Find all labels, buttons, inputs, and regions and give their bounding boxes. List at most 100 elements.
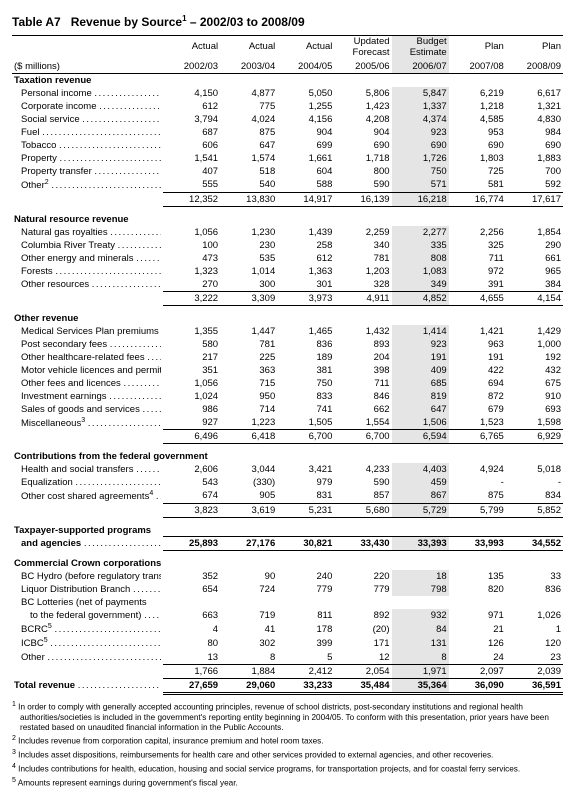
row-label: Health and social transfers ............… [12, 463, 163, 476]
cell: 33,430 [334, 537, 391, 551]
cell: 191 [449, 351, 506, 364]
cell: 1,056 [163, 226, 220, 239]
row-label: and agencies ...........................… [12, 537, 163, 551]
row-label: to the federal government) .............… [12, 609, 163, 622]
cell: 953 [449, 126, 506, 139]
cell: 892 [334, 609, 391, 622]
subtotal-cell: 1,971 [392, 664, 449, 678]
cell: 1,718 [334, 152, 391, 165]
cell: 4,233 [334, 463, 391, 476]
row-label: Sales of goods and services ............… [12, 403, 163, 416]
cell: 1,056 [163, 377, 220, 390]
subtotal-cell: 5,799 [449, 503, 506, 517]
cell: 831 [277, 489, 334, 503]
cell: 693 [506, 403, 563, 416]
subtotal-cell: 1,884 [220, 664, 277, 678]
cell: 1,014 [220, 265, 277, 278]
cell: 535 [220, 252, 277, 265]
cell: 3,794 [163, 113, 220, 126]
row-label: Social service .........................… [12, 113, 163, 126]
cell: 1,323 [163, 265, 220, 278]
cell: 225 [220, 351, 277, 364]
subtotal-cell: 6,496 [163, 430, 220, 444]
subtotal-cell: 6,418 [220, 430, 277, 444]
subtotal-cell: 1,766 [163, 664, 220, 678]
cell: 875 [449, 489, 506, 503]
cell: 335 [392, 239, 449, 252]
cell: 5,847 [392, 87, 449, 100]
cell: 432 [506, 364, 563, 377]
subtotal-cell: 17,617 [506, 192, 563, 206]
cell: 301 [277, 278, 334, 292]
cell: 581 [449, 178, 506, 192]
cell: 1,432 [334, 325, 391, 338]
cell: 340 [334, 239, 391, 252]
cell: 120 [506, 636, 563, 650]
cell: 290 [506, 239, 563, 252]
subtotal-cell: 3,222 [163, 291, 220, 305]
cell: 690 [506, 139, 563, 152]
row-label: Property transfer ......................… [12, 165, 163, 178]
cell: 1,465 [277, 325, 334, 338]
cell: 30,821 [277, 537, 334, 551]
footnote: 5 Amounts represent earnings during gove… [12, 777, 563, 789]
cell: 905 [220, 489, 277, 503]
cell: 90 [220, 570, 277, 583]
cell: 459 [392, 476, 449, 489]
cell: 126 [449, 636, 506, 650]
cell: 904 [277, 126, 334, 139]
grand-total-cell: 36,090 [449, 678, 506, 693]
cell: 381 [277, 364, 334, 377]
cell: 715 [220, 377, 277, 390]
row-label: Other2 .................................… [12, 178, 163, 192]
cell: 972 [449, 265, 506, 278]
footnotes: 1 In order to comply with generally acce… [12, 701, 563, 789]
cell: 694 [449, 377, 506, 390]
cell: 775 [220, 100, 277, 113]
cell: 325 [449, 239, 506, 252]
cell: 819 [392, 390, 449, 403]
cell: 714 [220, 403, 277, 416]
cell: 750 [392, 165, 449, 178]
cell: 910 [506, 390, 563, 403]
cell: 4,924 [449, 463, 506, 476]
subtotal-cell: 6,594 [392, 430, 449, 444]
cell: 836 [277, 338, 334, 351]
subtotal-cell: 3,619 [220, 503, 277, 517]
cell: 230 [220, 239, 277, 252]
row-label: Other resources ........................… [12, 278, 163, 292]
cell: 100 [163, 239, 220, 252]
col-header-top: Actual [220, 36, 277, 60]
subtotal-cell: 5,680 [334, 503, 391, 517]
cell: 84 [392, 622, 449, 636]
cell: 399 [277, 636, 334, 650]
row-label: Medical Services Plan premiums .........… [12, 325, 163, 338]
row-label: Property ...............................… [12, 152, 163, 165]
col-header-top: Plan [506, 36, 563, 60]
subtotal-cell: 14,917 [277, 192, 334, 206]
row-label: Columbia River Treaty ..................… [12, 239, 163, 252]
row-label: ICBC5 ..................................… [12, 636, 163, 650]
cell: 1,024 [163, 390, 220, 403]
cell: 540 [220, 178, 277, 192]
subtotal-cell: 6,700 [334, 430, 391, 444]
cell: 4,877 [220, 87, 277, 100]
cell: 258 [277, 239, 334, 252]
subtotal-cell: 3,973 [277, 291, 334, 305]
cell: 571 [392, 178, 449, 192]
cell: 220 [334, 570, 391, 583]
cell: 5,050 [277, 87, 334, 100]
cell: 3,044 [220, 463, 277, 476]
cell: 33,393 [392, 537, 449, 551]
cell: 781 [334, 252, 391, 265]
cell: 811 [277, 609, 334, 622]
cell: 588 [277, 178, 334, 192]
cell: 2,277 [392, 226, 449, 239]
cell: 971 [449, 609, 506, 622]
cell: 270 [163, 278, 220, 292]
subtotal-cell: 5,729 [392, 503, 449, 517]
cell: 4,585 [449, 113, 506, 126]
subtotal-cell: 6,929 [506, 430, 563, 444]
row-label: Motor vehicle licences and permits .....… [12, 364, 163, 377]
col-header-top: Plan [449, 36, 506, 60]
